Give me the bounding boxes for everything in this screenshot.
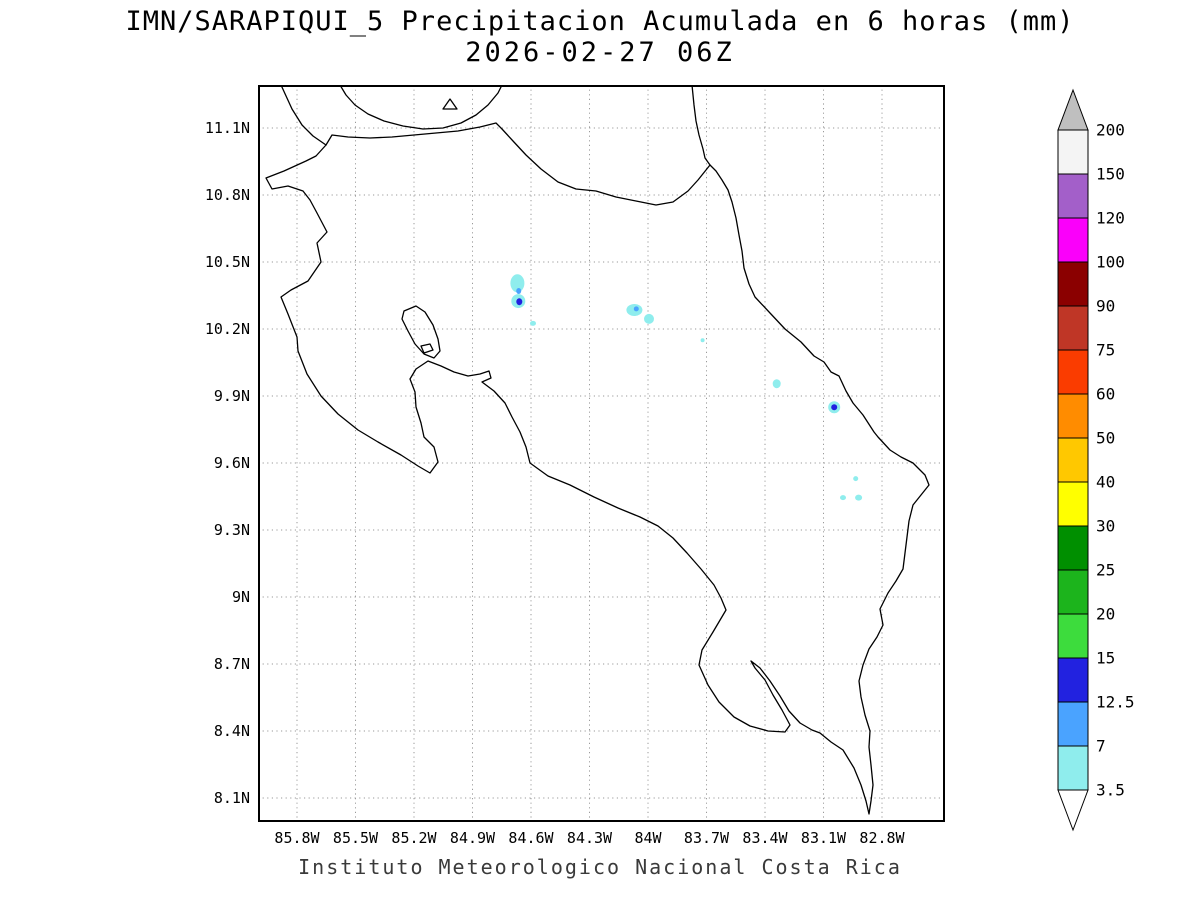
lon-tick-label: 83.1W [800, 829, 847, 847]
lat-tick-label: 9.6N [213, 453, 250, 472]
precip-cell [644, 313, 654, 324]
colorbar-level-label: 75 [1096, 340, 1116, 360]
nicaragua-border-line [325, 122, 711, 206]
colorbar-level-label: 20 [1096, 604, 1116, 624]
colorbar-segment [1057, 393, 1089, 439]
colorbar-segment [1057, 657, 1089, 703]
footer-caption: Instituto Meteorologico Nacional Costa R… [298, 855, 902, 879]
chart-title: IMN/SARAPIQUI_5 Precipitacion Acumulada … [125, 6, 1075, 37]
lon-tick-label: 85.5W [332, 829, 379, 847]
colorbar-segment [1057, 701, 1089, 747]
lat-tick-label: 8.7N [213, 654, 250, 673]
lat-tick-label: 9.3N [213, 520, 250, 539]
colorbar-segment [1057, 129, 1089, 175]
chart-subtitle-datetime: 2026-02-27 06Z [465, 37, 735, 68]
plot-frame [258, 85, 945, 822]
colorbar-segment [1057, 525, 1089, 571]
colorbar-segment [1057, 613, 1089, 659]
colorbar-segment [1057, 173, 1089, 219]
colorbar-level-label: 150 [1096, 164, 1125, 184]
colorbar-level-label: 12.5 [1096, 692, 1135, 712]
precip-cell [510, 274, 525, 293]
lat-tick-label: 10.8N [204, 185, 250, 204]
lon-tick-label: 83.7W [683, 829, 730, 847]
colorbar-level-label: 60 [1096, 384, 1116, 404]
lat-tick-label: 10.2N [204, 319, 250, 338]
colorbar [1057, 88, 1089, 832]
lon-tick-label: 85.2W [391, 829, 437, 847]
precip-cell [831, 404, 838, 411]
lat-tick-label: 10.5N [204, 252, 250, 271]
colorbar-segment [1057, 481, 1089, 527]
precip-cell [516, 298, 523, 306]
precip-cell [840, 495, 846, 501]
precipitation-layer [510, 274, 863, 501]
costa-rica-coastline [265, 85, 930, 815]
lat-tick-label: 8.4N [213, 721, 250, 740]
colorbar-segment [1057, 217, 1089, 263]
lon-tick-label: 84.6W [508, 829, 554, 847]
gridline-layer [258, 85, 945, 822]
precip-cell [855, 494, 863, 501]
lat-tick-label: 9.9N [213, 386, 250, 405]
colorbar-level-label: 15 [1096, 648, 1116, 668]
lon-tick-label: 85.8W [274, 829, 320, 847]
lake-nicaragua-shore [339, 85, 503, 130]
colorbar-segment [1057, 261, 1089, 307]
nicoya-gulf-estuary [401, 305, 441, 359]
colorbar-level-label: 120 [1096, 208, 1125, 228]
colorbar-segment [1057, 437, 1089, 483]
lake-island [442, 98, 458, 110]
colorbar-level-label: 200 [1096, 120, 1125, 140]
colorbar-level-label: 7 [1096, 736, 1106, 756]
colorbar-segment [1057, 349, 1089, 395]
lon-tick-label: 84.3W [566, 829, 613, 847]
colorbar-level-label: 50 [1096, 428, 1116, 448]
colorbar-level-label: 100 [1096, 252, 1125, 272]
lat-tick-label: 9N [231, 587, 250, 606]
colorbar-arrow-below-min [1057, 789, 1089, 832]
lon-tick-label: 84.9W [449, 829, 496, 847]
colorbar-segment [1057, 305, 1089, 351]
precip-cell [700, 338, 705, 343]
precip-cell [530, 320, 536, 326]
colorbar-segment [1057, 745, 1089, 791]
colorbar-arrow-above-max [1057, 88, 1089, 131]
precip-cell [633, 306, 639, 312]
lat-tick-label: 11.1N [204, 118, 250, 137]
colorbar-level-label: 30 [1096, 516, 1116, 536]
isla-chira [420, 343, 434, 354]
colorbar-segment [1057, 569, 1089, 615]
precip-cell [853, 476, 859, 482]
lon-tick-label: 83.4W [742, 829, 788, 847]
precip-cell [772, 379, 781, 389]
colorbar-level-label: 40 [1096, 472, 1116, 492]
lon-tick-label: 82.8W [859, 829, 905, 847]
map-svg [258, 85, 945, 822]
lat-tick-label: 8.1N [213, 788, 250, 807]
colorbar-level-label: 3.5 [1096, 780, 1125, 800]
colorbar-level-label: 25 [1096, 560, 1116, 580]
lon-tick-label: 84W [634, 829, 662, 847]
precip-cell [516, 288, 522, 294]
coastline-layer [265, 85, 930, 815]
map-plot-area [258, 85, 945, 822]
colorbar-level-label: 90 [1096, 296, 1116, 316]
